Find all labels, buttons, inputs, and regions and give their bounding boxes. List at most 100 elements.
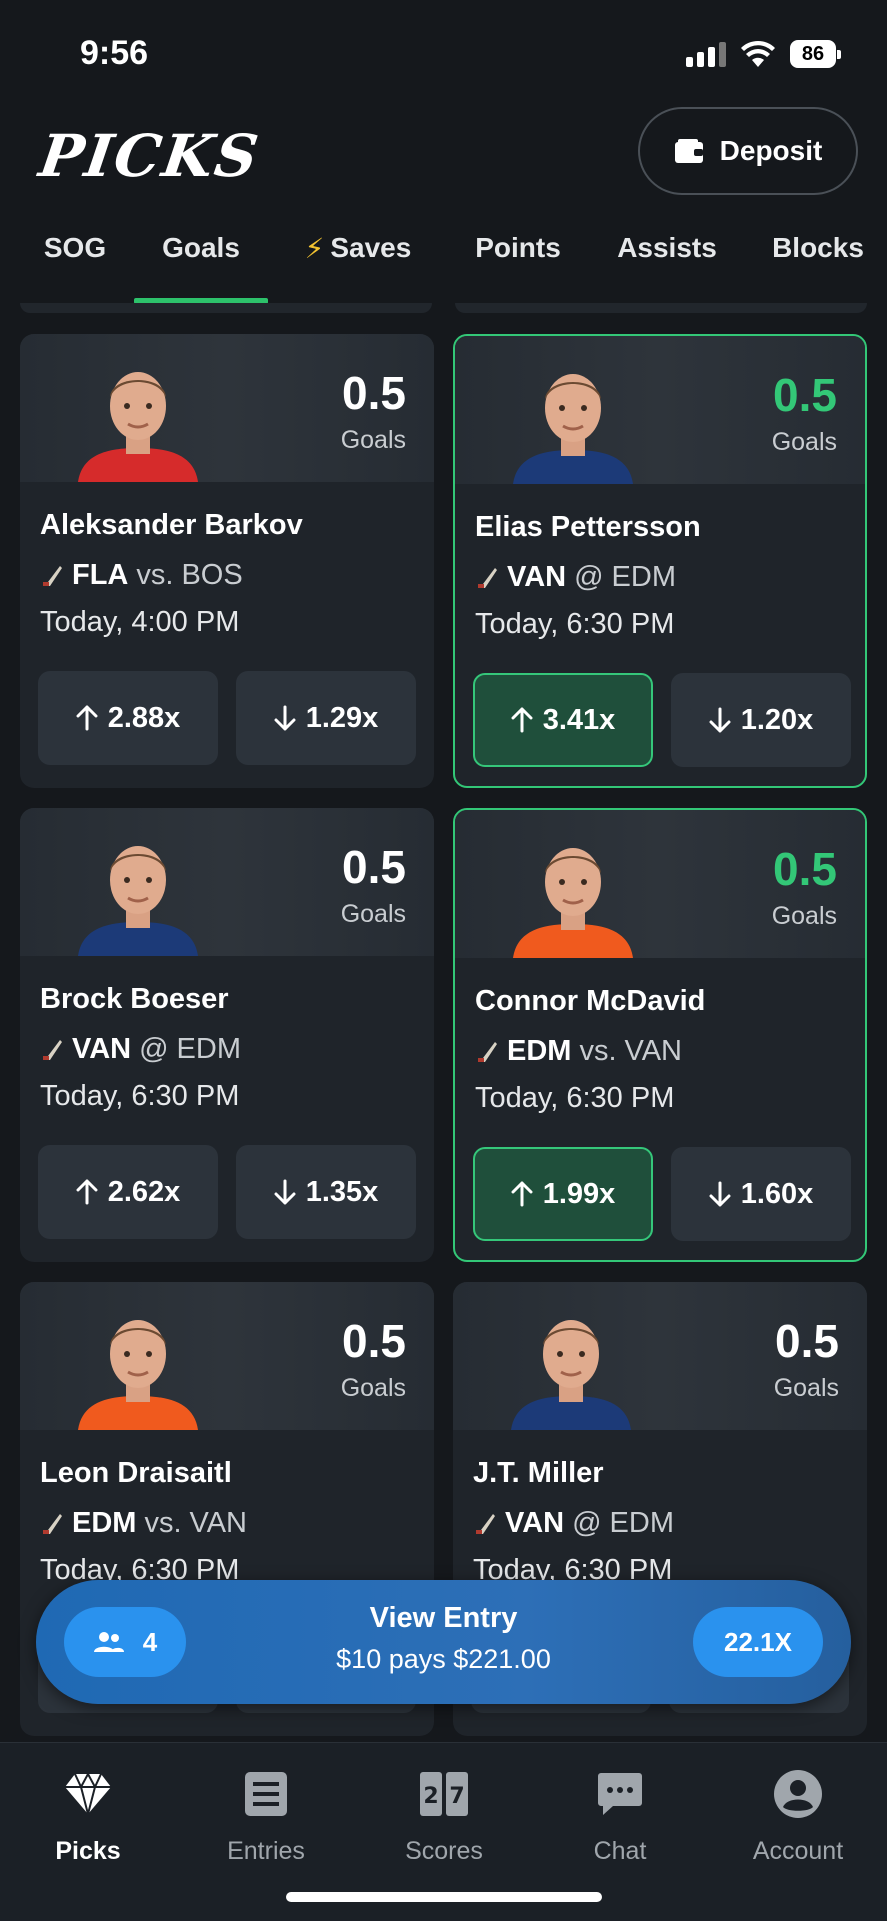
player-headshot bbox=[78, 372, 198, 482]
entry-multiplier[interactable]: 22.1X bbox=[693, 1607, 823, 1677]
tab-saves[interactable]: ⚡ Saves bbox=[296, 232, 420, 304]
player-name: Brock Boeser bbox=[40, 983, 229, 1015]
under-button[interactable]: 1.20x bbox=[671, 673, 851, 767]
over-button[interactable]: 3.41x bbox=[473, 673, 653, 767]
arrow-up-icon bbox=[76, 1179, 98, 1205]
player-headshot bbox=[513, 374, 633, 484]
card-header: 0.5 Goals bbox=[455, 336, 865, 484]
nav-chat-label: Chat bbox=[593, 1837, 647, 1865]
player-headshot bbox=[513, 848, 633, 958]
hockey-stick-icon bbox=[43, 565, 62, 586]
arrow-down-icon bbox=[709, 707, 731, 733]
view-entry-bar[interactable]: 4 View Entry $10 pays $221.00 22.1X bbox=[36, 1580, 851, 1704]
hockey-stick-icon bbox=[476, 1513, 495, 1534]
tab-blocks[interactable]: Blocks bbox=[772, 232, 864, 263]
opponent: VAN bbox=[624, 1035, 682, 1067]
tab-sog[interactable]: SOG bbox=[43, 232, 107, 263]
player-card[interactable]: 0.5 Goals Aleksander Barkov FLA vs. BOS Today,… bbox=[20, 334, 434, 788]
game-time: Today, 4:00 PM bbox=[40, 606, 240, 638]
stat-line: 0.5 bbox=[342, 367, 406, 419]
stat-line: 0.5 bbox=[775, 1315, 839, 1367]
nav-chat[interactable]: Chat bbox=[540, 1765, 700, 1866]
under-button[interactable]: 1.35x bbox=[236, 1145, 416, 1239]
header: PICKS Deposit bbox=[0, 100, 887, 210]
stat-type: Goals bbox=[340, 426, 406, 454]
player-name: Aleksander Barkov bbox=[40, 509, 303, 541]
nav-entries-label: Entries bbox=[227, 1837, 305, 1865]
wallet-icon bbox=[674, 139, 703, 163]
player-headshot bbox=[511, 1320, 631, 1430]
deposit-button[interactable]: Deposit bbox=[638, 107, 858, 195]
opponent: EDM bbox=[609, 1507, 674, 1539]
player-card[interactable]: 0.5 Goals Brock Boeser VAN @ EDM Today, 6:30 P… bbox=[20, 808, 434, 1262]
card-header: 0.5 Goals bbox=[455, 810, 865, 958]
diamond-icon bbox=[65, 1772, 111, 1816]
under-multiplier: 1.20x bbox=[740, 703, 814, 736]
under-multiplier: 1.35x bbox=[305, 1175, 379, 1208]
status-bar: 9:56 86 bbox=[0, 0, 887, 100]
team: VAN bbox=[505, 1507, 565, 1539]
matchup-separator: @ bbox=[574, 561, 604, 593]
game-time: Today, 6:30 PM bbox=[475, 608, 675, 640]
stat-line: 0.5 bbox=[342, 1315, 406, 1367]
player-name: J.T. Miller bbox=[473, 1457, 604, 1489]
under-button[interactable]: 1.60x bbox=[671, 1147, 851, 1241]
over-button[interactable]: 2.88x bbox=[38, 671, 218, 765]
tab-points[interactable]: Points bbox=[475, 232, 561, 263]
player-name: Elias Pettersson bbox=[475, 511, 701, 543]
nav-scores-label: Scores bbox=[405, 1837, 483, 1865]
home-indicator bbox=[286, 1892, 602, 1902]
stat-type: Goals bbox=[340, 1374, 406, 1402]
matchup: VAN @ EDM bbox=[40, 1033, 241, 1066]
team: EDM bbox=[72, 1507, 137, 1539]
game-time: Today, 6:30 PM bbox=[40, 1080, 240, 1112]
stat-type: Goals bbox=[773, 1374, 839, 1402]
opponent: BOS bbox=[181, 559, 243, 591]
over-button[interactable]: 2.62x bbox=[38, 1145, 218, 1239]
over-multiplier: 2.88x bbox=[107, 701, 181, 734]
hockey-stick-icon bbox=[43, 1513, 62, 1534]
tab-goals[interactable]: Goals bbox=[134, 232, 268, 304]
matchup-separator: vs. bbox=[136, 559, 174, 591]
player-name: Connor McDavid bbox=[475, 985, 706, 1017]
team: EDM bbox=[507, 1035, 572, 1067]
matchup: EDM vs. VAN bbox=[475, 1035, 682, 1068]
nav-entries[interactable]: Entries bbox=[186, 1765, 346, 1866]
tab-assists[interactable]: Assists bbox=[617, 232, 717, 263]
over-multiplier: 1.99x bbox=[542, 1177, 616, 1210]
page-title: PICKS bbox=[35, 122, 264, 190]
opponent: VAN bbox=[189, 1507, 247, 1539]
stat-tabs: SOG Goals ⚡ Saves Points Assists Blocks bbox=[0, 232, 887, 304]
player-card[interactable]: 0.5 Goals Elias Pettersson VAN @ EDM Today, 6:… bbox=[453, 334, 867, 788]
cellular-signal-icon bbox=[686, 42, 726, 67]
under-button[interactable]: 1.29x bbox=[236, 671, 416, 765]
game-time: Today, 6:30 PM bbox=[475, 1082, 675, 1114]
nav-account[interactable]: Account bbox=[718, 1765, 878, 1866]
arrow-down-icon bbox=[274, 1179, 296, 1205]
entry-count-badge[interactable]: 4 bbox=[64, 1607, 186, 1677]
matchup: EDM vs. VAN bbox=[40, 1507, 247, 1540]
card-edge bbox=[20, 303, 432, 313]
matchup-separator: @ bbox=[139, 1033, 169, 1065]
account-icon bbox=[774, 1770, 822, 1818]
over-multiplier: 3.41x bbox=[542, 703, 616, 736]
battery-icon: 86 bbox=[790, 40, 841, 68]
svg-text:2: 2 bbox=[423, 1784, 438, 1809]
under-multiplier: 1.60x bbox=[740, 1177, 814, 1210]
card-header: 0.5 Goals bbox=[453, 1282, 867, 1430]
arrow-down-icon bbox=[709, 1181, 731, 1207]
player-card[interactable]: 0.5 Goals Connor McDavid EDM vs. VAN Today, 6:… bbox=[453, 808, 867, 1262]
over-multiplier: 2.62x bbox=[107, 1175, 181, 1208]
matchup: FLA vs. BOS bbox=[40, 559, 243, 592]
over-button[interactable]: 1.99x bbox=[473, 1147, 653, 1241]
nav-picks-label: Picks bbox=[55, 1837, 121, 1865]
nav-picks[interactable]: Picks bbox=[8, 1765, 168, 1866]
team: VAN bbox=[72, 1033, 132, 1065]
card-header: 0.5 Goals bbox=[20, 808, 434, 956]
deposit-label: Deposit bbox=[719, 135, 823, 166]
matchup-separator: @ bbox=[572, 1507, 602, 1539]
hockey-stick-icon bbox=[43, 1039, 62, 1060]
chat-icon bbox=[598, 1773, 642, 1815]
hockey-stick-icon bbox=[478, 567, 497, 588]
